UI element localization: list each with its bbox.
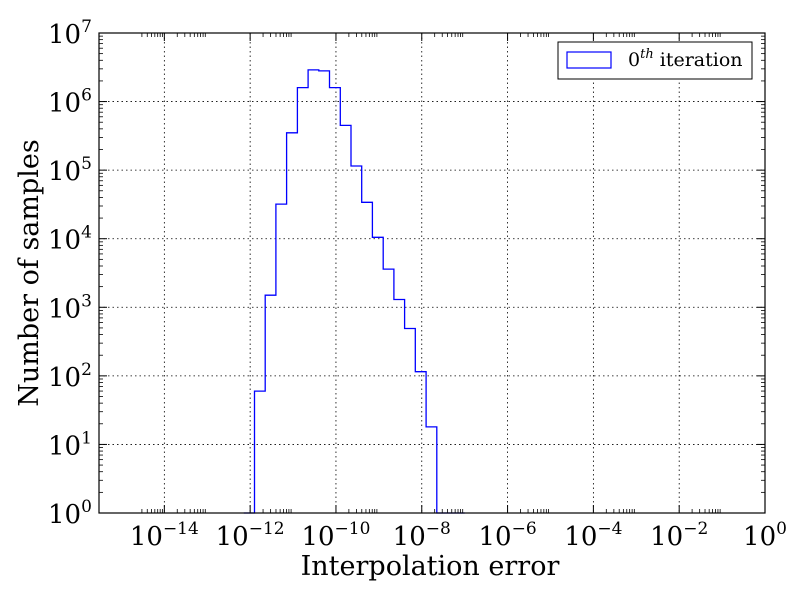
- histogram-series-outline: [243, 69, 465, 514]
- x-tick-label: 10−2: [650, 519, 708, 552]
- y-tick-label: 106: [48, 86, 92, 119]
- histogram-bin: [383, 269, 394, 513]
- histogram-bin: [394, 299, 405, 513]
- plot-area-frame: [98, 32, 766, 514]
- y-tick-label: 102: [48, 360, 92, 393]
- x-tick-label: 10−4: [564, 519, 622, 552]
- x-tick-label: 100: [743, 519, 787, 552]
- histogram-bin: [372, 237, 383, 513]
- histogram-bin: [351, 166, 362, 513]
- x-tick-labels: 10−14 10−12 10−10 10−8 10−6 10−4 10−2 100: [130, 519, 787, 552]
- histogram-bin: [276, 204, 287, 513]
- histogram-bin: [415, 372, 426, 513]
- histogram-bin: [308, 70, 319, 513]
- x-tick-label: 10−14: [130, 519, 199, 552]
- histogram-bin: [330, 88, 341, 513]
- histogram-bin: [426, 427, 437, 513]
- plot-data: [243, 69, 465, 514]
- legend-label: 0th iteration: [628, 47, 743, 71]
- histogram-bin: [297, 88, 308, 513]
- y-tick-label: 100: [48, 497, 92, 530]
- x-axis-title: Interpolation error: [301, 551, 560, 582]
- y-axis-title: Number of samples: [14, 139, 45, 407]
- legend-box: [557, 41, 753, 80]
- legend: 0th iteration: [557, 41, 753, 80]
- histogram-bin: [287, 133, 298, 513]
- histogram-bin: [340, 125, 351, 513]
- histogram-bin: [319, 71, 330, 513]
- x-tick-label: 10−10: [301, 519, 370, 552]
- x-tick-label: 10−8: [393, 519, 451, 552]
- y-tick-labels: 100 101 102 103 104 105 106 107: [48, 17, 92, 530]
- histogram-bin: [362, 202, 373, 513]
- y-tick-label: 103: [48, 291, 92, 324]
- legend-swatch: [566, 51, 612, 69]
- y-tick-label: 101: [48, 428, 92, 461]
- grid-lines: [99, 33, 765, 513]
- x-tick-label: 10−6: [478, 519, 536, 552]
- y-tick-label: 105: [48, 154, 92, 187]
- y-tick-label: 107: [48, 17, 92, 50]
- histogram-bin: [265, 295, 276, 513]
- x-tick-label: 10−12: [216, 519, 285, 552]
- axis-ticks: [99, 32, 766, 514]
- histogram-bin: [254, 391, 265, 513]
- y-tick-label: 104: [48, 223, 92, 256]
- histogram-bin: [405, 329, 416, 513]
